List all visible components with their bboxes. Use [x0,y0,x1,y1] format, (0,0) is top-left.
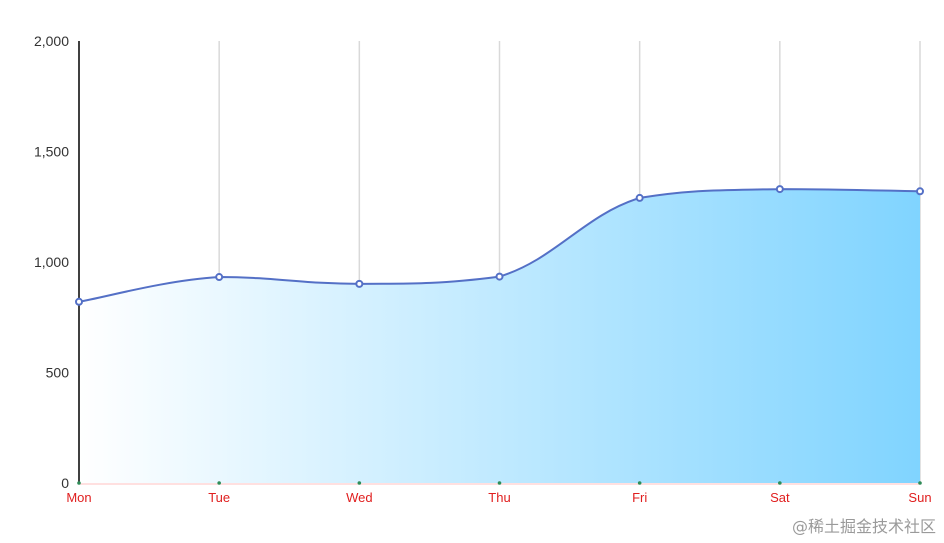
area-layer [79,189,920,483]
data-point-sun [916,187,924,196]
y-tick-label: 0 [61,475,69,491]
point-layer [75,185,924,485]
x-tick-label-sun: Sun [908,490,931,505]
x-tick-dot-fri [637,481,642,485]
x-tick-label-thu: Thu [488,490,510,505]
y-tick-label: 1,000 [34,254,69,270]
x-tick-dot-sun [918,481,922,485]
data-point-tue [215,273,224,282]
y-tick-label: 1,500 [34,144,69,160]
x-tick-dot-thu [497,481,502,485]
data-point-wed [355,279,364,288]
watermark: @稀土掘金技术社区 [791,517,936,536]
y-tick-label: 2,000 [34,33,69,49]
area-fill [79,189,920,483]
data-point-sat [775,185,784,194]
x-tick-dot-tue [217,481,221,485]
x-tick-label-mon: Mon [66,490,91,505]
x-tick-dot-sat [778,481,782,485]
y-tick-label: 500 [46,365,70,381]
x-tick-label-sat: Sat [770,490,790,505]
x-tick-dot-mon [77,481,81,485]
x-tick-label-fri: Fri [632,490,647,505]
x-tick-label-tue: Tue [208,490,230,505]
x-tick-dot-wed [357,481,362,485]
data-point-thu [495,272,504,281]
data-point-mon [75,297,83,306]
x-tick-label-wed: Wed [346,490,373,505]
label-layer: 0 500 1,000 1,500 2,000 Mon Tue Wed Thu Fri Sat Sun [34,33,932,505]
data-point-fri [635,193,644,202]
